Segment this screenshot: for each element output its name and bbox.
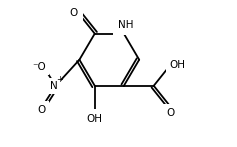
- Text: O: O: [69, 8, 77, 18]
- Text: N: N: [50, 81, 58, 91]
- Text: +: +: [56, 75, 63, 84]
- Text: O: O: [166, 108, 175, 118]
- Text: NH: NH: [118, 20, 134, 30]
- Text: OH: OH: [169, 60, 186, 70]
- Text: O: O: [38, 105, 46, 115]
- Text: OH: OH: [87, 114, 103, 124]
- Text: ⁻O: ⁻O: [32, 62, 46, 72]
